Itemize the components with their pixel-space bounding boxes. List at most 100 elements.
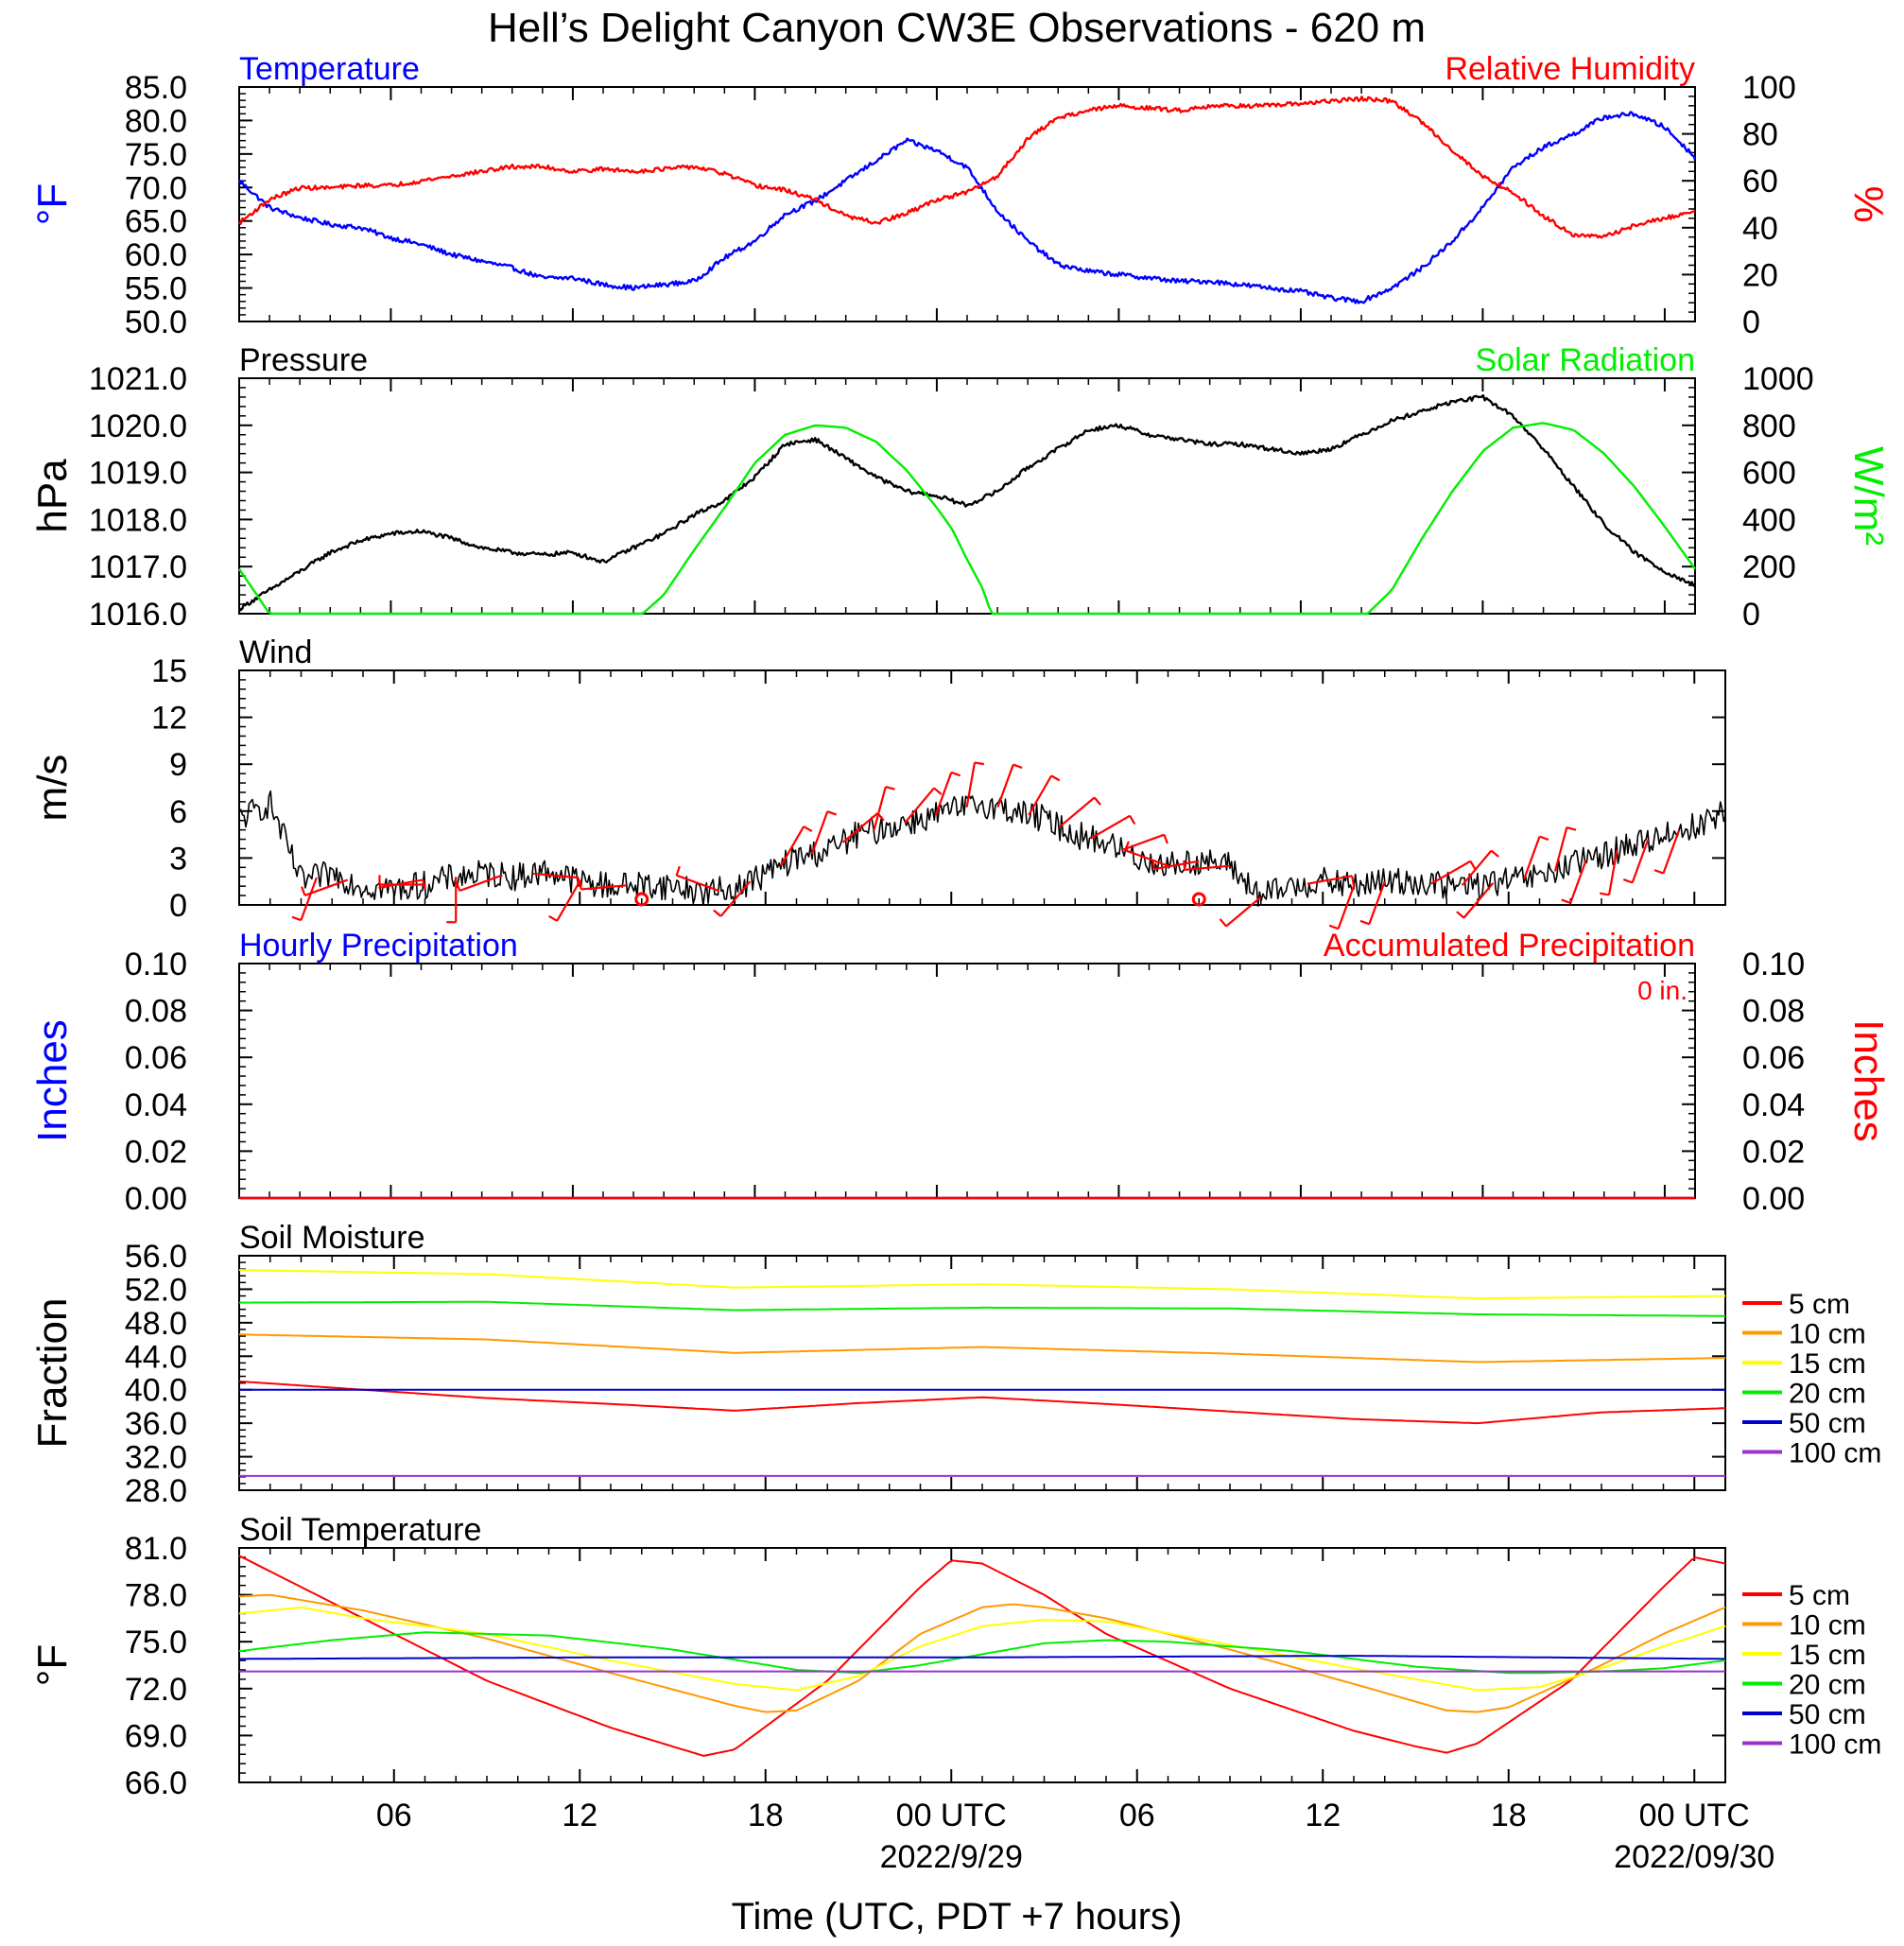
y-tick-label-left: 1017.0 — [89, 549, 187, 585]
y-tick-label-left: 6 — [169, 794, 187, 830]
y-tick-label-right: 0.04 — [1742, 1087, 1805, 1123]
wind-barb-flag — [1539, 835, 1549, 842]
x-tick-label: 12 — [562, 1798, 597, 1833]
panel-title-right: Accumulated Precipitation — [1324, 928, 1695, 964]
wind-barb — [676, 874, 720, 893]
wind-barb-flag — [1163, 834, 1168, 844]
y-tick-label-left: 72.0 — [125, 1672, 187, 1708]
y-tick-label-right: 0 — [1742, 304, 1760, 340]
y-axis-title-right: Inches — [1845, 1019, 1892, 1142]
y-tick-label-left: 0 — [169, 888, 187, 924]
wind-barb-flag — [301, 886, 306, 896]
y-tick-label-right: 0 — [1742, 597, 1760, 633]
y-axis-title-left: Fraction — [29, 1298, 76, 1449]
legend-label: 15 cm — [1789, 1640, 1866, 1671]
y-tick-label-right: 0.08 — [1742, 994, 1805, 1030]
panel-title-left: Temperature — [239, 51, 420, 87]
y-tick-label-right: 800 — [1742, 408, 1796, 444]
y-tick-label-left: 28.0 — [125, 1473, 187, 1509]
series-line-relative-humidity — [238, 96, 1696, 239]
y-tick-label-left: 3 — [169, 841, 187, 877]
y-axis-title-left: m/s — [29, 755, 76, 822]
x-tick-label: 12 — [1305, 1798, 1341, 1833]
x-axis-title: Time (UTC, PDT +7 hours) — [732, 1896, 1183, 1937]
x-tick-label: 00 UTC — [1639, 1798, 1750, 1833]
y-tick-label-left: 50.0 — [125, 304, 187, 340]
wind-barb — [810, 810, 829, 855]
wind-barb-flag — [974, 761, 984, 766]
y-tick-label-left: 0.00 — [125, 1181, 187, 1217]
y-tick-label-right: 0.06 — [1742, 1040, 1805, 1076]
x-tick-label: 06 — [1119, 1798, 1155, 1833]
wind-barb — [873, 786, 887, 831]
y-tick-label-left: 0.08 — [125, 994, 187, 1030]
series-line-temperature — [237, 111, 1697, 304]
legend-label: 10 cm — [1789, 1319, 1866, 1350]
y-tick-label-right: 1000 — [1742, 361, 1814, 397]
wind-barb — [1523, 836, 1541, 880]
series-line-15-cm — [238, 1607, 1726, 1692]
wind-barb-flag — [1093, 796, 1101, 806]
wind-barb — [533, 872, 580, 879]
wind-barb-flag — [1456, 911, 1465, 919]
wind-barb-flag — [1151, 860, 1156, 870]
wind-barb-flag — [579, 879, 582, 890]
panel-title-left: Hourly Precipitation — [239, 928, 518, 964]
plot-frame — [238, 377, 1696, 615]
y-axis-title-left: hPa — [29, 459, 76, 533]
y-tick-label-right: 100 — [1742, 70, 1796, 106]
y-tick-label-left: 36.0 — [125, 1406, 187, 1442]
y-tick-label-right: 80 — [1742, 117, 1778, 153]
legend-label: 15 cm — [1789, 1348, 1866, 1380]
panel-title-left: Soil Temperature — [239, 1512, 481, 1548]
y-tick-label-left: 12 — [151, 701, 187, 737]
wind-barb — [934, 772, 953, 816]
wind-barb — [1430, 860, 1471, 885]
y-tick-label-left: 15 — [151, 653, 187, 689]
wind-barb — [1569, 860, 1587, 904]
wind-barb-flag — [1219, 918, 1227, 928]
calm-wind-marker — [634, 892, 649, 907]
wind-barb — [719, 880, 752, 917]
panel-3: 0.00 0.02 0.04 0.06 0.08 0.10 Inches 0.00 0.02 0.… — [29, 928, 1892, 1217]
wind-barb-flag — [1351, 876, 1355, 886]
wind-barb-flag — [1129, 815, 1136, 825]
wind-barb-flag — [1328, 924, 1339, 930]
plot-frame — [238, 963, 1696, 1199]
y-tick-label-left: 85.0 — [125, 70, 187, 106]
x-tick-date-label: 2022/09/30 — [1614, 1839, 1774, 1875]
wind-barb — [780, 825, 805, 867]
wind-barb — [1125, 849, 1168, 867]
y-axis-title-right: W/m² — [1845, 446, 1892, 546]
wind-barb — [1307, 875, 1353, 885]
y-tick-label-right: 0.02 — [1742, 1134, 1805, 1170]
wind-barb — [841, 812, 879, 843]
chart-title: Hell’s Delight Canyon CW3E Observations … — [488, 5, 1426, 51]
wind-barb — [1607, 849, 1618, 895]
wind-barb-flag — [1600, 892, 1610, 896]
panel-0: 50.055.060.065.070.075.080.085.0 °F 0 20 40 6… — [29, 51, 1892, 340]
y-tick-label-left: 55.0 — [125, 271, 187, 307]
wind-barb — [1059, 796, 1096, 828]
panel-title-left: Wind — [239, 634, 312, 670]
y-tick-label-left: 78.0 — [125, 1578, 187, 1614]
wind-barb — [1028, 774, 1053, 816]
series-line-20-cm — [238, 1631, 1726, 1675]
y-tick-label-left: 70.0 — [125, 170, 187, 206]
legend-label: 50 cm — [1789, 1699, 1866, 1730]
y-tick-label-left: 65.0 — [125, 204, 187, 240]
panel-title-left: Soil Moisture — [239, 1220, 425, 1256]
y-tick-label-left: 40.0 — [125, 1373, 187, 1409]
wind-barb — [996, 764, 1014, 808]
series-line-50-cm — [239, 1655, 1725, 1660]
wind-barb — [1153, 860, 1200, 871]
y-tick-label-left: 1018.0 — [89, 502, 187, 538]
y-axis-title-left: Inches — [29, 1019, 76, 1142]
wind-barb-flag — [1622, 878, 1634, 884]
wind-barb — [1185, 864, 1231, 871]
wind-barb — [1461, 849, 1493, 887]
wind-barb-flag — [1653, 869, 1664, 875]
wind-barb-flag — [455, 881, 461, 892]
panel-4: 28.032.036.040.044.048.052.056.0 Fraction… — [29, 1220, 1881, 1509]
panel-5: 66.0 69.0 72.0 75.0 78.0 81.0 °F Soil Temperatu… — [29, 1512, 1881, 1875]
